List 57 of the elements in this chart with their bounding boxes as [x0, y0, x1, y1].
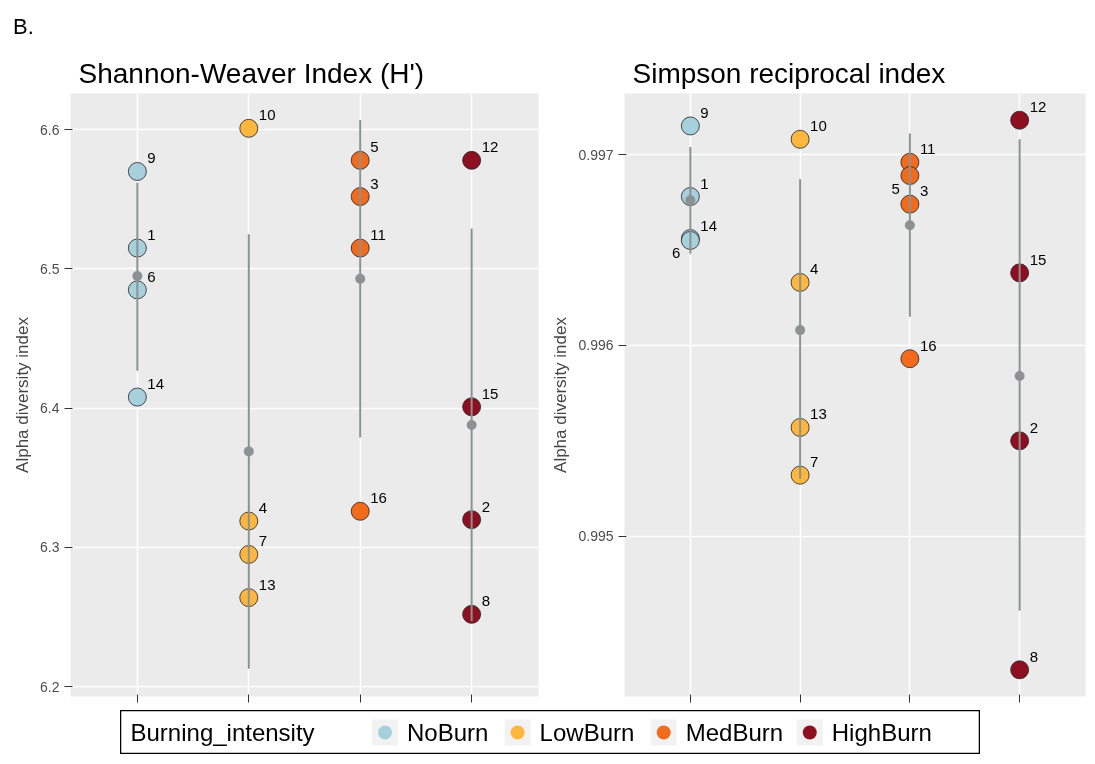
annotation: 8 [481, 592, 490, 610]
y-tick-label: 0.996 [578, 337, 614, 354]
annotation: 7 [810, 453, 819, 471]
annotation: 4 [258, 499, 268, 517]
annotation: 16 [919, 336, 937, 354]
annotation: 11 [370, 226, 386, 244]
annotation: 16 [370, 489, 387, 507]
annotation: 9 [700, 103, 709, 121]
y-tick-label: 6.6 [40, 121, 60, 138]
y-axis-title: Alpha diversity index [13, 316, 33, 473]
annotation: 6 [147, 267, 156, 285]
legend-title: Burning_intensity [130, 719, 315, 746]
annotation: 5 [891, 179, 900, 197]
y-tick-label: 6.4 [40, 400, 60, 417]
point [466, 419, 477, 430]
y-tick-label: 6.2 [40, 678, 60, 695]
annotation: 5 [370, 138, 379, 156]
annotation: 12 [481, 138, 499, 156]
annotation: 6 [672, 244, 681, 262]
annotation: 2 [1029, 418, 1038, 436]
annotation: 15 [1029, 250, 1047, 268]
y-tick-label: 0.997 [578, 146, 614, 163]
y-tick-label: 0.995 [578, 528, 614, 545]
point [355, 273, 366, 284]
annotation: 13 [258, 575, 276, 593]
annotation: 8 [1029, 647, 1038, 665]
legend-label: MedBurn [685, 719, 784, 746]
text: B. [13, 13, 34, 41]
annotation: 3 [919, 182, 929, 200]
legend-label: HighBurn [831, 719, 932, 746]
point [243, 446, 254, 457]
y-tick-label: 6.3 [40, 539, 60, 556]
chart-title: Simpson reciprocal index [632, 57, 946, 89]
annotation: 11 [919, 140, 936, 158]
legend-label: NoBurn [406, 719, 489, 746]
annotation: 15 [481, 384, 499, 402]
chart-title: Shannon-Weaver Index (H') [78, 57, 425, 89]
point [132, 270, 143, 281]
annotation: 14 [147, 375, 165, 393]
annotation: 9 [147, 149, 156, 167]
annotation: 7 [258, 532, 268, 550]
point [795, 325, 806, 336]
y-axis-title: Alpha diversity index [551, 316, 571, 473]
annotation: 2 [481, 497, 490, 515]
point [904, 220, 915, 231]
annotation: 10 [810, 117, 827, 135]
annotation: 1 [147, 226, 156, 244]
annotation: 13 [810, 405, 827, 423]
annotation: 1 [700, 174, 709, 192]
annotation: 12 [1029, 98, 1047, 116]
legend-label: LowBurn [539, 719, 635, 746]
point [1014, 370, 1025, 381]
annotation: 4 [810, 260, 819, 278]
annotation: 10 [258, 106, 276, 124]
annotation: 3 [370, 174, 379, 192]
y-tick-label: 6.5 [40, 260, 60, 277]
annotation: 14 [700, 216, 718, 234]
